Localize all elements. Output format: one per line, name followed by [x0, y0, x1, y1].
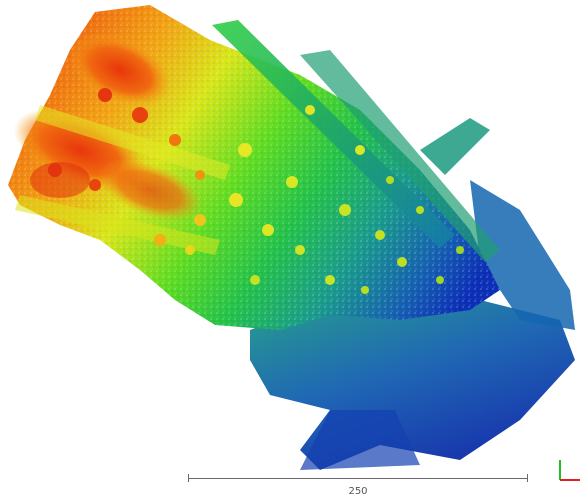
road-strips: [212, 20, 500, 262]
scale-bar-tick-right: [527, 474, 528, 482]
axis-gizmo-icon: [559, 460, 580, 481]
scale-bar-label: 250: [348, 486, 368, 497]
ground-sweep-region: [250, 180, 575, 470]
scale-bar-line: [188, 478, 528, 479]
canopy-hotspots: [13, 32, 203, 221]
tree-crowns: [48, 88, 464, 294]
scale-bar-tick-left: [188, 474, 189, 482]
canopy-bands: [15, 105, 230, 255]
scale-bar: [188, 474, 528, 482]
